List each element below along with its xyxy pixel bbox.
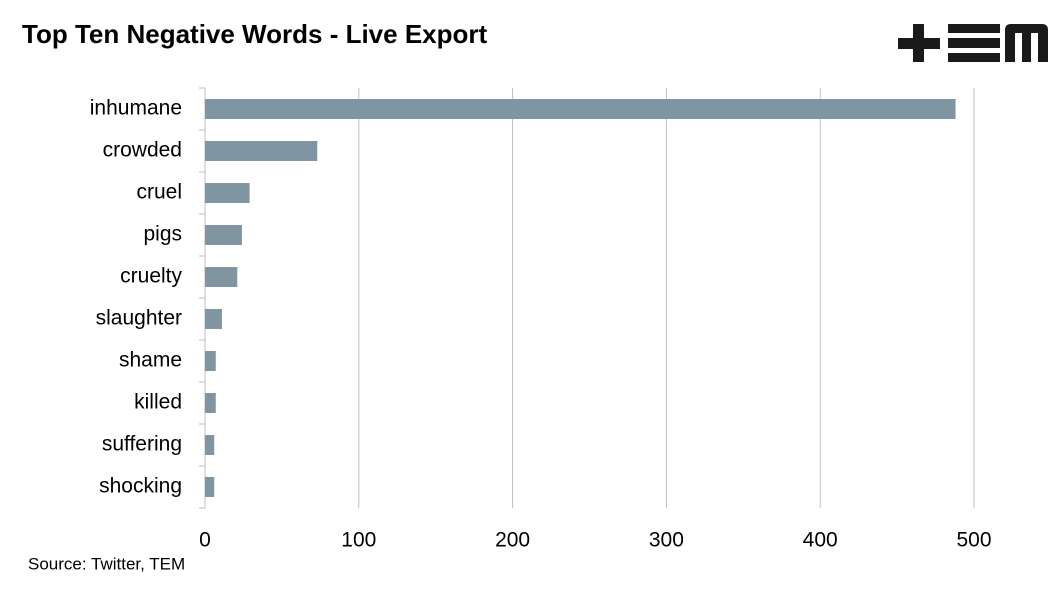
- y-tick-label: killed: [134, 391, 182, 414]
- x-tick-label: 300: [649, 529, 684, 552]
- bar: [205, 267, 238, 287]
- y-tick-label: crowded: [103, 139, 182, 162]
- y-tick-label: slaughter: [96, 307, 182, 330]
- y-tick-label: shocking: [99, 475, 182, 498]
- x-tick-label: 0: [199, 529, 211, 552]
- bar: [205, 477, 215, 497]
- chart-title: Top Ten Negative Words - Live Export: [22, 19, 488, 49]
- bar: [205, 435, 215, 455]
- y-tick-label: cruelty: [120, 265, 182, 288]
- bar: [205, 351, 216, 371]
- bar: [205, 141, 318, 161]
- x-tick-label: 500: [956, 529, 991, 552]
- x-tick-label: 200: [495, 529, 530, 552]
- y-tick-label: pigs: [143, 223, 182, 246]
- y-tick-label: suffering: [102, 433, 182, 456]
- bar: [205, 99, 956, 119]
- source-note: Source: Twitter, TEM: [28, 554, 185, 573]
- bar: [205, 393, 216, 413]
- x-tick-label: 100: [341, 529, 376, 552]
- bar: [205, 225, 242, 245]
- y-tick-label: inhumane: [90, 97, 182, 120]
- logo: [898, 24, 1048, 62]
- y-tick-label: shame: [119, 349, 182, 372]
- bar: [205, 309, 222, 329]
- bar: [205, 183, 250, 203]
- y-tick-label: cruel: [136, 181, 182, 204]
- x-tick-label: 400: [803, 529, 838, 552]
